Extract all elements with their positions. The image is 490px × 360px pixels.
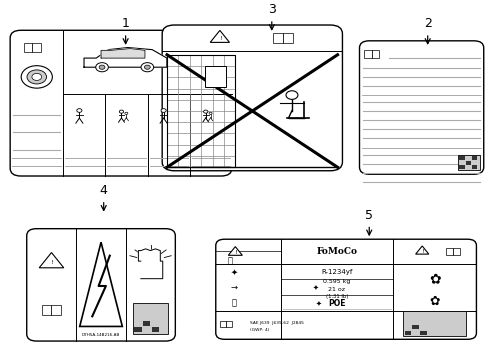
Bar	[472, 156, 477, 160]
Polygon shape	[228, 247, 243, 255]
Bar	[134, 327, 142, 332]
FancyBboxPatch shape	[360, 41, 484, 174]
Text: →: →	[230, 283, 238, 292]
Text: !: !	[421, 249, 423, 254]
Bar	[205, 66, 226, 87]
Text: 5: 5	[365, 209, 373, 235]
Bar	[466, 161, 471, 165]
Polygon shape	[416, 246, 429, 254]
Circle shape	[120, 110, 123, 113]
Text: 0.595 kg: 0.595 kg	[323, 279, 351, 284]
FancyBboxPatch shape	[162, 25, 343, 171]
Text: ✿: ✿	[429, 295, 440, 308]
Text: (GWP: 4): (GWP: 4)	[249, 328, 269, 332]
Bar	[42, 305, 51, 315]
Bar	[472, 166, 477, 169]
FancyBboxPatch shape	[10, 30, 232, 176]
Text: POE: POE	[328, 299, 346, 308]
Bar	[460, 156, 465, 160]
Bar	[403, 311, 466, 336]
Text: !: !	[219, 36, 221, 41]
Bar	[220, 321, 226, 327]
Text: 2: 2	[424, 17, 432, 44]
Bar	[24, 43, 32, 52]
Text: ⬧: ⬧	[227, 257, 233, 266]
Circle shape	[77, 109, 82, 112]
Bar	[413, 325, 419, 329]
Circle shape	[99, 65, 105, 69]
Text: 1: 1	[122, 17, 129, 44]
Bar	[51, 305, 61, 315]
Bar	[273, 33, 283, 43]
Circle shape	[125, 112, 128, 114]
Circle shape	[145, 65, 150, 69]
Text: FoMoCo: FoMoCo	[317, 247, 358, 256]
Text: (1.31 lb): (1.31 lb)	[326, 294, 348, 299]
Text: !: !	[50, 260, 53, 265]
Polygon shape	[101, 49, 145, 58]
Bar	[167, 55, 235, 167]
Polygon shape	[80, 242, 122, 327]
Circle shape	[161, 109, 166, 112]
Bar	[226, 321, 232, 327]
Circle shape	[21, 66, 52, 88]
Bar	[372, 50, 379, 58]
FancyBboxPatch shape	[216, 239, 476, 339]
Bar	[453, 248, 460, 255]
Text: ✦: ✦	[313, 284, 319, 290]
Text: ⬧: ⬧	[231, 299, 237, 308]
Text: R-1234yf: R-1234yf	[321, 269, 353, 275]
Bar	[283, 33, 293, 43]
Bar	[459, 154, 480, 170]
Bar	[420, 330, 427, 335]
Bar	[152, 327, 159, 332]
Bar	[133, 302, 168, 334]
Circle shape	[32, 73, 42, 80]
Polygon shape	[138, 249, 163, 279]
Text: ✦: ✦	[316, 300, 321, 306]
Circle shape	[209, 112, 212, 114]
Circle shape	[27, 70, 47, 84]
Circle shape	[203, 110, 208, 113]
Polygon shape	[210, 30, 229, 42]
Bar	[32, 43, 41, 52]
Bar	[143, 321, 150, 326]
Bar	[364, 50, 372, 58]
Text: 4: 4	[100, 184, 108, 211]
Polygon shape	[39, 253, 64, 268]
FancyBboxPatch shape	[27, 229, 175, 341]
Circle shape	[286, 91, 298, 99]
Text: SAE J639  J639-62  J2845: SAE J639 J639-62 J2845	[249, 321, 304, 325]
Text: !: !	[234, 250, 237, 255]
Bar	[405, 330, 411, 335]
Text: 3: 3	[268, 3, 276, 30]
Circle shape	[96, 63, 108, 72]
Polygon shape	[84, 48, 167, 67]
Text: ✦: ✦	[230, 268, 238, 277]
Circle shape	[141, 63, 154, 72]
Text: ✿: ✿	[429, 272, 441, 286]
Bar	[446, 248, 453, 255]
Text: 21 oz: 21 oz	[328, 287, 345, 292]
Bar	[460, 166, 465, 169]
Text: D7H5A-14B216-AB: D7H5A-14B216-AB	[82, 333, 120, 337]
